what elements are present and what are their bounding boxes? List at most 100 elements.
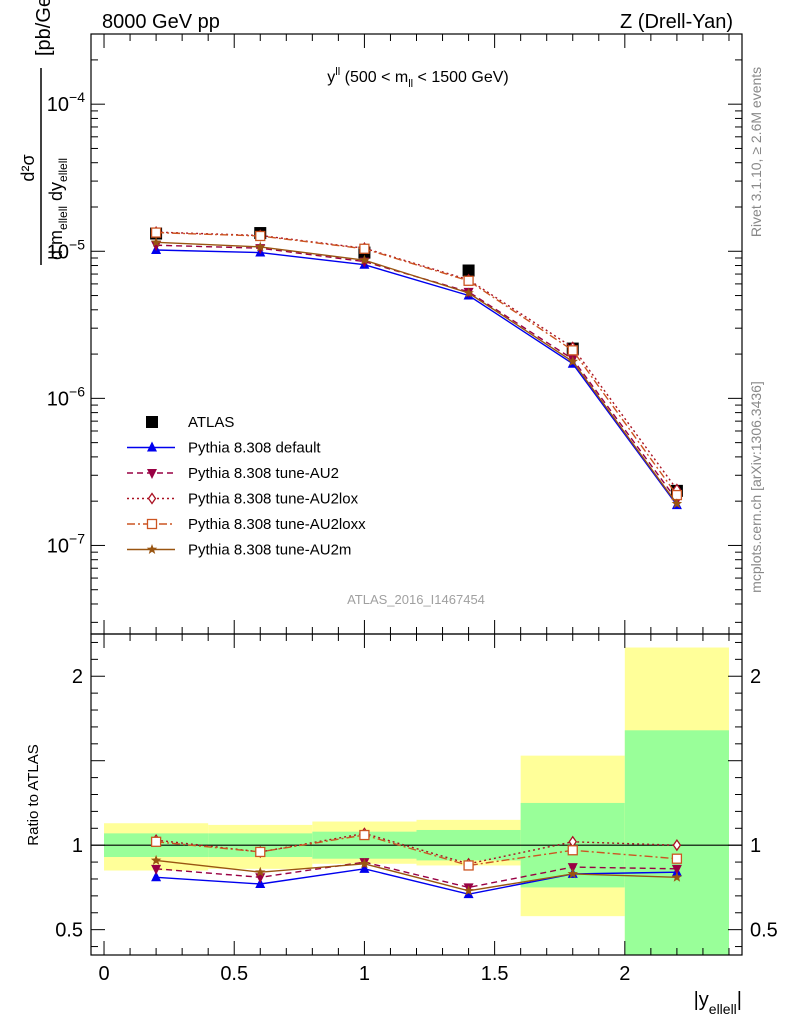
ratio-point-au2m-1: [255, 866, 266, 877]
main-point-au2m-2: [359, 254, 370, 265]
main-ytick-exp: −7: [69, 530, 85, 546]
legend-entry-au2loxx: Pythia 8.308 tune-AU2loxx: [127, 516, 366, 533]
main-point-au2loxx-2: [359, 243, 370, 254]
main-ytick-label-2: 10−5: [47, 236, 85, 263]
main-ytick-base: 10: [47, 241, 69, 263]
ratio-point-au2lox-5: [672, 839, 682, 852]
main-series-au2loxx: [150, 227, 683, 501]
ratio-point-au2loxx-5: [671, 853, 683, 864]
title-sub: ll: [408, 78, 413, 90]
main-point-au2m-1: [255, 241, 266, 252]
legend-marker-atlas: [146, 416, 158, 428]
ratio-point-au2loxx-3: [463, 860, 474, 871]
legend-marker-au2loxx: [146, 518, 158, 530]
main-point-au2m-5: [671, 498, 683, 509]
xlabel-post: |: [737, 989, 742, 1011]
main-y-axis-label: d²σ d mellell dyellell [pb/GeV]: [18, 0, 70, 265]
xtick-label-2: 1: [359, 963, 370, 985]
legend-label-au2: Pythia 8.308 tune-AU2: [188, 465, 339, 482]
ratio-point-default-0: [151, 871, 162, 882]
legend-label-atlas: ATLAS: [188, 414, 234, 431]
legend-entry-au2: Pythia 8.308 tune-AU2: [127, 465, 339, 482]
title-mid: (500 < m: [340, 69, 408, 86]
ratio-point-au2loxx-2: [359, 829, 370, 841]
ratio-uncertainty-bands: [104, 647, 729, 955]
main-y-axis: 10−710−610−510−4: [47, 34, 742, 634]
mcplots-label: mcplots.cern.ch [arXiv:1306.3436]: [748, 381, 764, 593]
legend-marker-au2m: [146, 544, 158, 554]
main-ytick-base: 10: [47, 388, 69, 410]
ylabel-denominator: d mellell dyellell: [46, 158, 70, 260]
main-point-au2loxx-1: [255, 230, 266, 242]
main-line-default: [156, 249, 678, 506]
title-pre: y: [327, 69, 335, 86]
ratio-line-au2: [156, 861, 677, 889]
xlabel-pre: |y: [694, 989, 709, 1011]
ratio-ytick-label-left-1: 1: [72, 835, 83, 857]
ratio-axes: 0.5 0.5 1 1 2 2 0 0.5 1 1.5 2: [55, 634, 778, 985]
ratio-ytick-label-left-0: 0.5: [55, 920, 83, 942]
ylabel-den2: dy: [46, 182, 66, 206]
ylabel-unit: [pb/GeV]: [33, 0, 55, 56]
ratio-ytick-label-left-2: 2: [72, 666, 83, 688]
main-point-au2loxx-3: [463, 275, 474, 286]
analysis-watermark: ATLAS_2016_I1467454: [347, 592, 485, 607]
main-series-au2m: [150, 236, 683, 509]
main-ytick-base: 10: [47, 94, 69, 116]
rivet-label: Rivet 3.1.10, ≥ 2.6M events: [748, 67, 764, 237]
main-line-au2: [156, 244, 678, 501]
ratio-point-au2loxx-4: [567, 845, 578, 856]
main-ytick-base: 10: [47, 535, 69, 557]
ylabel-numerator: d²σ: [18, 154, 38, 181]
main-point-atlas-3: [462, 264, 475, 277]
main-line-au2m: [156, 241, 678, 505]
main-point-au2loxx-4: [567, 345, 578, 356]
main-ytick-exp: −5: [69, 236, 85, 252]
xtick-label-4: 2: [619, 963, 630, 985]
ratio-series-au2m: [150, 854, 683, 896]
ylabel-den1-sub: ellell: [56, 206, 70, 230]
main-line-au2loxx: [156, 231, 678, 496]
header-left: 8000 GeV pp: [102, 11, 220, 33]
main-series-layer: [150, 225, 683, 510]
chart-title: yll (500 < mll < 1500 GeV): [327, 66, 508, 90]
legend-entry-default: Pythia 8.308 default: [127, 440, 321, 457]
ratio-point-au2-4: [567, 863, 578, 874]
legend: ATLAS Pythia 8.308 default Pythia 8.308 tu…: [127, 414, 366, 559]
ratio-point-au2-1: [255, 873, 266, 884]
main-ytick-label-1: 10−6: [47, 383, 85, 410]
legend-marker-default: [147, 441, 157, 452]
legend-marker-au2lox: [147, 492, 157, 505]
ratio-point-au2m-4: [567, 868, 578, 879]
xtick-label-0: 0: [98, 963, 109, 985]
legend-label-au2loxx: Pythia 8.308 tune-AU2loxx: [188, 516, 366, 533]
legend-entry-atlas: ATLAS: [146, 414, 234, 431]
xtick-label-1: 0.5: [220, 963, 248, 985]
ratio-point-au2loxx-0: [150, 836, 162, 847]
ratio-point-au2-0: [151, 864, 162, 875]
main-ytick-label-0: 10−7: [47, 530, 85, 557]
ylabel-den2-sub: ellell: [56, 158, 70, 182]
main-ytick-exp: −4: [69, 89, 85, 105]
legend-label-au2lox: Pythia 8.308 tune-AU2lox: [188, 491, 359, 508]
ratio-line-au2loxx: [156, 834, 677, 867]
ratio-point-au2m-2: [359, 858, 370, 869]
ratio-point-au2m-0: [150, 854, 162, 865]
ratio-point-au2m-5: [671, 871, 683, 882]
title-sup: ll: [335, 66, 340, 78]
ratio-y-axis-label: Ratio to ATLAS: [25, 744, 42, 845]
main-point-au2m-4: [567, 356, 578, 366]
ratio-point-au2loxx-1: [255, 846, 266, 858]
ratio-point-au2m-3: [463, 885, 474, 896]
x-axis-label: |yellell|: [694, 989, 742, 1017]
main-point-au2loxx-5: [671, 489, 683, 501]
ratio-line-au2m: [156, 859, 677, 892]
main-point-au2-0: [151, 241, 162, 252]
main-ytick-label-3: 10−4: [47, 89, 85, 116]
ratio-ytick-label-right-1: 1: [750, 835, 761, 857]
header-right: Z (Drell-Yan): [620, 11, 733, 33]
main-point-au2m-0: [150, 236, 162, 247]
legend-label-au2m: Pythia 8.308 tune-AU2m: [188, 542, 351, 559]
ylabel-den1: d m: [46, 230, 66, 260]
